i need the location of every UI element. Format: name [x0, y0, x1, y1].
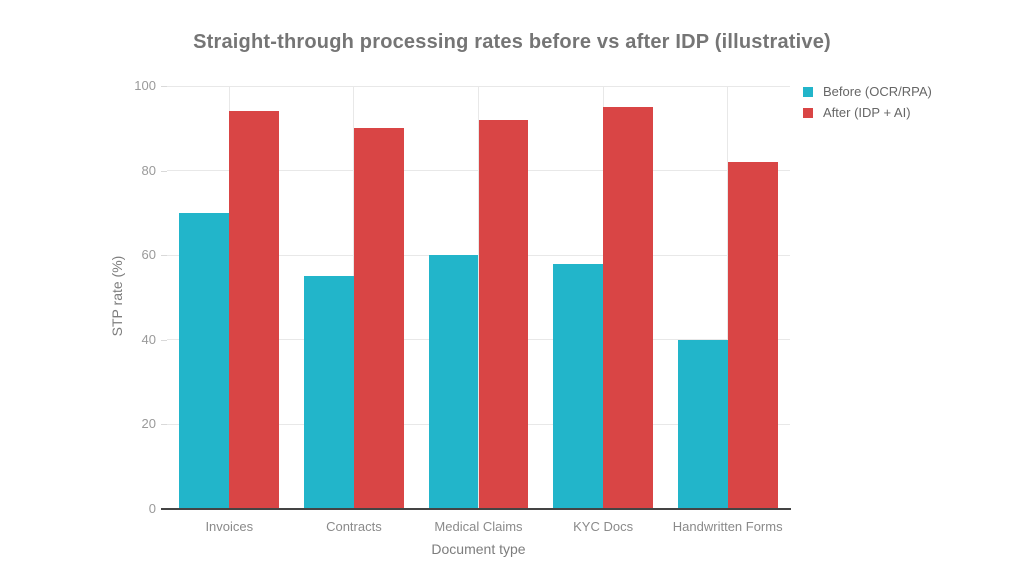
- y-tick-mark: [161, 170, 167, 172]
- x-tick-label-contracts: Contracts: [326, 519, 382, 534]
- chart-title: Straight-through processing rates before…: [193, 31, 831, 53]
- bar-after-invoices: [229, 111, 280, 509]
- plot-area: [167, 85, 790, 509]
- bar-before-invoices: [179, 212, 230, 509]
- bar-before-medical-claims: [428, 255, 479, 509]
- legend-swatch-after: [803, 108, 813, 118]
- y-tick-label: 20: [141, 416, 156, 432]
- y-tick-label: 40: [141, 331, 156, 347]
- bar-before-contracts: [304, 276, 354, 509]
- x-tick-label-medical-claims: Medical Claims: [434, 519, 523, 534]
- y-axis-title: STP rate (%): [109, 255, 125, 337]
- legend-swatch-before: [803, 87, 813, 97]
- y-tick-label: 0: [148, 501, 156, 516]
- legend-item-after[interactable]: After (IDP + AI): [803, 105, 932, 121]
- x-tick-label-handwritten-forms: Handwritten Forms: [672, 519, 783, 534]
- legend: Before (OCR/RPA) After (IDP + AI): [803, 84, 932, 126]
- bar-before-handwritten-forms: [677, 339, 728, 509]
- y-tick-label: 80: [141, 162, 156, 178]
- y-tick-mark: [161, 424, 167, 426]
- x-axis-title: Document type: [431, 541, 526, 557]
- bar-after-kyc-docs: [603, 107, 653, 509]
- y-tick-mark: [161, 86, 167, 87]
- bar-after-medical-claims: [478, 119, 529, 509]
- x-axis-line: [161, 508, 791, 510]
- legend-item-before[interactable]: Before (OCR/RPA): [803, 84, 932, 100]
- y-tick-mark: [161, 255, 167, 257]
- bar-after-contracts: [353, 128, 404, 509]
- y-tick-label: 60: [141, 247, 156, 263]
- legend-label-before: Before (OCR/RPA): [823, 84, 932, 99]
- bar-after-handwritten-forms: [727, 162, 778, 509]
- x-tick-label-invoices: Invoices: [205, 519, 254, 534]
- y-tick-mark: [161, 339, 167, 341]
- legend-label-after: After (IDP + AI): [823, 105, 911, 120]
- bar-before-kyc-docs: [553, 263, 604, 509]
- x-tick-label-kyc-docs: KYC Docs: [573, 519, 634, 534]
- y-tick-label: 100: [134, 78, 156, 93]
